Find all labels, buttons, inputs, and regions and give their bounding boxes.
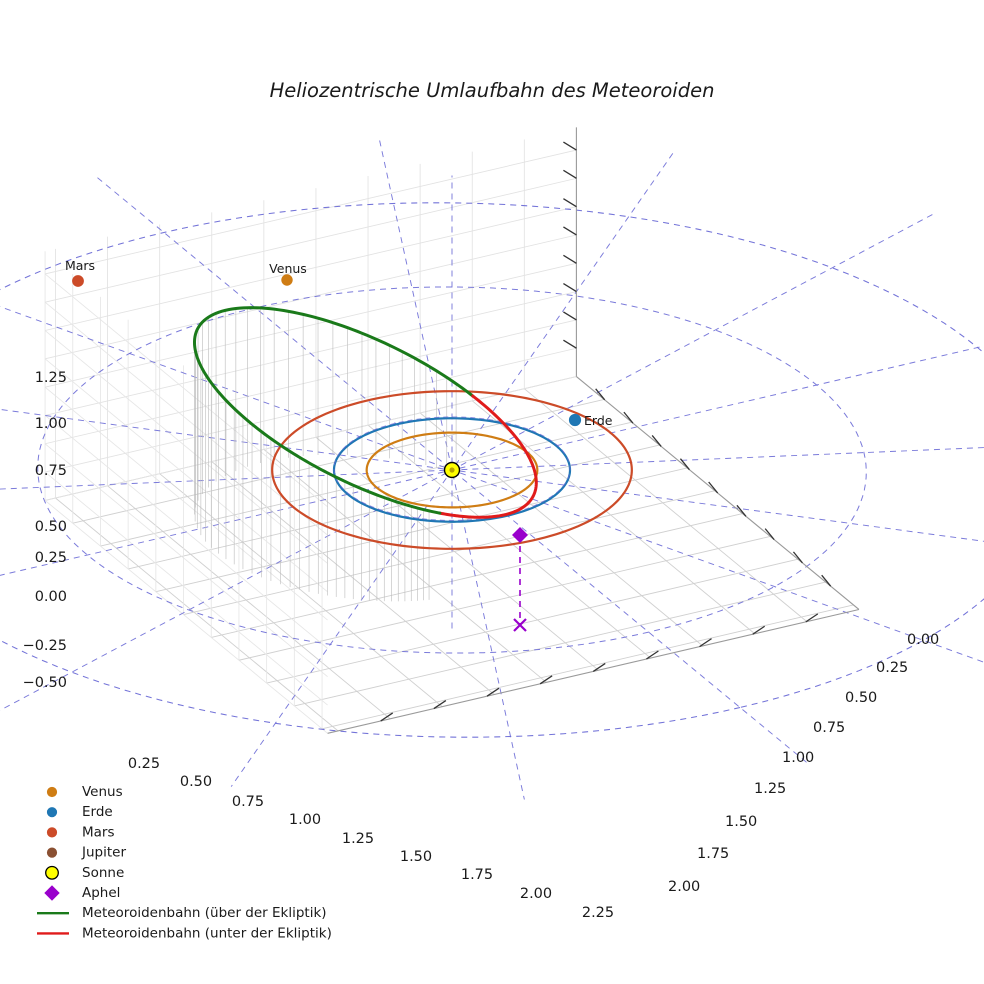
x-tick-label-0: 0.25 bbox=[128, 756, 160, 772]
legend-swatch-circle-0 bbox=[46, 786, 58, 798]
legend-label-3: Jupiter bbox=[81, 845, 126, 861]
annotation-erde: Erde bbox=[584, 413, 613, 428]
legend: Venus Erde Mars Jupiter Sonne Aphel Meteoroide… bbox=[37, 784, 332, 941]
legend-swatch-diamond-5 bbox=[44, 885, 60, 901]
y-tick-label-0: 0.00 bbox=[907, 632, 939, 648]
mars-marker bbox=[72, 275, 84, 287]
legend-swatch-circle-1 bbox=[46, 807, 58, 818]
legend-swatch-circle-3 bbox=[46, 847, 58, 858]
z-tick-label-0: 1.25 bbox=[35, 370, 67, 386]
y-tick-label-5: 1.25 bbox=[754, 781, 786, 797]
legend-label-1: Erde bbox=[82, 804, 113, 820]
x-tick-label-2: 0.75 bbox=[232, 794, 264, 810]
legend-label-7: Meteoroidenbahn (unter der Ekliptik) bbox=[82, 925, 332, 941]
y-tick-label-1: 0.25 bbox=[876, 660, 908, 676]
z-tick-label-5: 0.00 bbox=[35, 589, 67, 605]
annotation-mars: Mars bbox=[65, 258, 95, 273]
legend-label-5: Aphel bbox=[82, 885, 120, 901]
venus-marker bbox=[281, 274, 293, 286]
body-markers bbox=[72, 274, 582, 632]
aphel-marker bbox=[512, 527, 528, 543]
y-tick-label-2: 0.50 bbox=[845, 690, 877, 706]
body-annotations: Mars Venus Erde bbox=[65, 258, 613, 428]
x-tick-label-5: 1.50 bbox=[400, 849, 432, 865]
z-tick-label-6: −0.25 bbox=[23, 638, 67, 654]
tick-labels: 1.251.000.750.500.250.00−0.25−0.500.250.… bbox=[23, 370, 940, 921]
x-tick-label-1: 0.50 bbox=[180, 774, 212, 790]
sun-core bbox=[449, 467, 455, 473]
x-tick-label-3: 1.00 bbox=[289, 812, 321, 828]
x-tick-label-4: 1.25 bbox=[342, 831, 374, 847]
y-tick-label-3: 0.75 bbox=[813, 720, 845, 736]
aphel-projection-x2 bbox=[513, 618, 527, 632]
legend-label-2: Mars bbox=[82, 824, 115, 840]
x-tick-label-7: 2.00 bbox=[520, 886, 552, 902]
x-tick-label-8: 2.25 bbox=[582, 905, 614, 921]
y-tick-label-6: 1.50 bbox=[725, 814, 757, 830]
z-tick-label-3: 0.50 bbox=[35, 519, 67, 535]
axis-lines-ticks bbox=[327, 127, 860, 734]
planet-orbits bbox=[271, 390, 633, 550]
meteoroid-droplines bbox=[194, 307, 457, 602]
y-tick-label-7: 1.75 bbox=[697, 846, 729, 862]
legend-label-4: Sonne bbox=[82, 865, 124, 881]
z-tick-label-1: 1.00 bbox=[35, 416, 67, 432]
erde-marker bbox=[568, 413, 582, 427]
legend-swatch-circle-4 bbox=[45, 865, 59, 880]
annotation-venus: Venus bbox=[269, 261, 307, 276]
z-tick-label-2: 0.75 bbox=[35, 463, 67, 479]
legend-label-0: Venus bbox=[82, 784, 123, 800]
z-tick-label-7: −0.50 bbox=[23, 675, 67, 691]
y-tick-label-4: 1.00 bbox=[782, 750, 814, 766]
legend-swatch-circle-2 bbox=[46, 827, 58, 838]
legend-label-6: Meteoroidenbahn (über der Ekliptik) bbox=[82, 905, 327, 921]
page-title: Heliozentrische Umlaufbahn des Meteoroid… bbox=[270, 79, 715, 102]
x-tick-label-6: 1.75 bbox=[461, 867, 493, 883]
z-tick-label-4: 0.25 bbox=[35, 550, 67, 566]
meteoroid-orbit bbox=[192, 306, 538, 519]
y-tick-label-8: 2.00 bbox=[668, 879, 700, 895]
